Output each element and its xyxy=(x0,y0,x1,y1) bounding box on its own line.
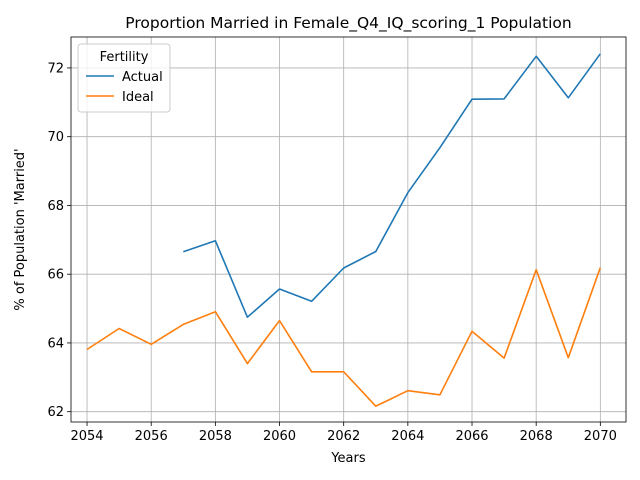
x-tick-label: 2066 xyxy=(455,429,488,444)
y-axis-ticks: 62 64 66 68 70 72 xyxy=(47,61,71,420)
y-tick-label: 70 xyxy=(47,130,64,145)
series-line-actual xyxy=(183,53,601,319)
x-tick-label: 2070 xyxy=(584,429,617,444)
x-axis-ticks: 2054 2056 2058 2060 2062 2064 2066 2068 2070 xyxy=(70,422,617,444)
legend-box xyxy=(77,43,171,113)
x-tick-label: 2056 xyxy=(135,429,168,444)
y-tick-label: 66 xyxy=(47,268,64,283)
legend-label-ideal: Ideal xyxy=(122,90,154,105)
series-lines xyxy=(86,53,602,408)
x-axis-label: Years xyxy=(330,451,366,466)
legend-entries: Actual Ideal xyxy=(86,70,163,105)
x-tick-label: 2062 xyxy=(327,429,360,444)
x-tick-label: 2058 xyxy=(199,429,232,444)
x-tick-label: 2054 xyxy=(70,429,103,444)
legend-label-actual: Actual xyxy=(122,70,163,85)
grid-lines xyxy=(71,37,626,422)
x-tick-label: 2068 xyxy=(520,429,553,444)
x-tick-label: 2060 xyxy=(263,429,296,444)
y-tick-label: 68 xyxy=(47,199,64,214)
legend: Fertility Actual Ideal xyxy=(77,43,171,113)
y-tick-label: 64 xyxy=(47,336,64,351)
y-tick-label: 72 xyxy=(47,61,64,76)
plot-frame xyxy=(70,36,627,423)
y-tick-label: 62 xyxy=(47,405,64,420)
x-tick-label: 2064 xyxy=(391,429,424,444)
legend-title: Fertility xyxy=(100,50,149,65)
series-line-ideal xyxy=(86,267,602,408)
chart-title: Proportion Married in Female_Q4_IQ_scori… xyxy=(125,14,571,33)
y-axis-label: % of Population 'Married' xyxy=(13,148,28,310)
